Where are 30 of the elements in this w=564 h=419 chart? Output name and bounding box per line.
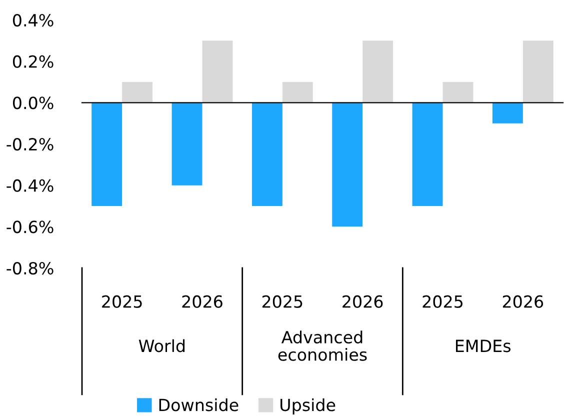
y-tick-label: -0.2%: [6, 138, 54, 151]
bar: [412, 102, 443, 206]
bar: [492, 102, 523, 124]
bar: [442, 82, 474, 103]
y-tick-label: 0.2%: [12, 55, 54, 68]
bar: [92, 102, 122, 206]
bar: [332, 102, 363, 227]
text: Advanced economies: [278, 330, 367, 361]
y-tick-label: -0.8%: [6, 262, 54, 275]
legend-label: Upside: [280, 398, 336, 414]
y-tick-label: 0.4%: [12, 14, 54, 27]
bar: [282, 82, 313, 103]
x-tick-label: 2025: [422, 295, 462, 308]
bar: [172, 102, 202, 186]
bar: [522, 40, 554, 103]
y-tick-label: -0.4%: [6, 179, 54, 192]
x-tick-label: 2025: [102, 295, 142, 308]
text: EMDEs: [456, 340, 510, 352]
text: World: [138, 339, 185, 352]
bar: [202, 40, 233, 103]
legend-label: Downside: [159, 398, 238, 412]
x-tick-label: 2026: [342, 295, 383, 308]
x-tick-label: 2026: [182, 295, 222, 308]
bar: [122, 82, 153, 103]
y-tick-label: -0.6%: [6, 220, 54, 234]
bar: [362, 40, 394, 103]
x-tick-label: 2026: [502, 295, 544, 308]
x-tick-label: 2025: [262, 295, 302, 308]
bar: [252, 102, 282, 206]
y-tick-label: 0.0%: [12, 96, 54, 110]
